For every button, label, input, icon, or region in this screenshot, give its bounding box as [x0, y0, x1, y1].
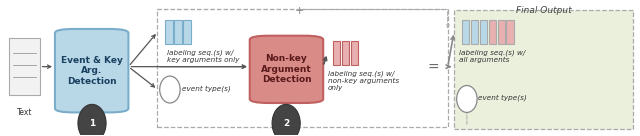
Text: Final Output: Final Output [516, 6, 572, 15]
Text: 2: 2 [283, 119, 289, 128]
Text: event type(s): event type(s) [182, 86, 231, 92]
Polygon shape [479, 20, 487, 44]
Polygon shape [497, 20, 505, 44]
FancyBboxPatch shape [55, 29, 129, 112]
Text: labeling seq.(s) w/
key arguments only: labeling seq.(s) w/ key arguments only [167, 50, 239, 64]
Polygon shape [166, 20, 173, 44]
Text: labeling seq.(s) w/
non-key arguments
only: labeling seq.(s) w/ non-key arguments on… [328, 70, 399, 91]
Polygon shape [462, 20, 469, 44]
Polygon shape [9, 38, 40, 95]
Ellipse shape [78, 104, 106, 136]
Text: Text: Text [17, 108, 32, 117]
FancyBboxPatch shape [250, 36, 323, 103]
Polygon shape [454, 10, 633, 129]
Ellipse shape [160, 76, 180, 103]
Polygon shape [470, 20, 478, 44]
Polygon shape [183, 20, 191, 44]
Text: event type(s): event type(s) [478, 94, 527, 101]
Text: Non-key
Argument
Detection: Non-key Argument Detection [261, 54, 312, 84]
Text: labeling seq.(s) w/
all arguments: labeling seq.(s) w/ all arguments [460, 50, 525, 64]
Text: 1: 1 [89, 119, 95, 128]
Polygon shape [351, 41, 358, 65]
Text: Event & Key
Arg.
Detection: Event & Key Arg. Detection [61, 56, 123, 86]
Polygon shape [333, 41, 340, 65]
Polygon shape [342, 41, 349, 65]
Text: =: = [428, 61, 440, 75]
Ellipse shape [457, 86, 477, 112]
Polygon shape [506, 20, 514, 44]
Polygon shape [174, 20, 182, 44]
Polygon shape [488, 20, 496, 44]
Text: +: + [295, 7, 304, 16]
Ellipse shape [272, 104, 300, 136]
